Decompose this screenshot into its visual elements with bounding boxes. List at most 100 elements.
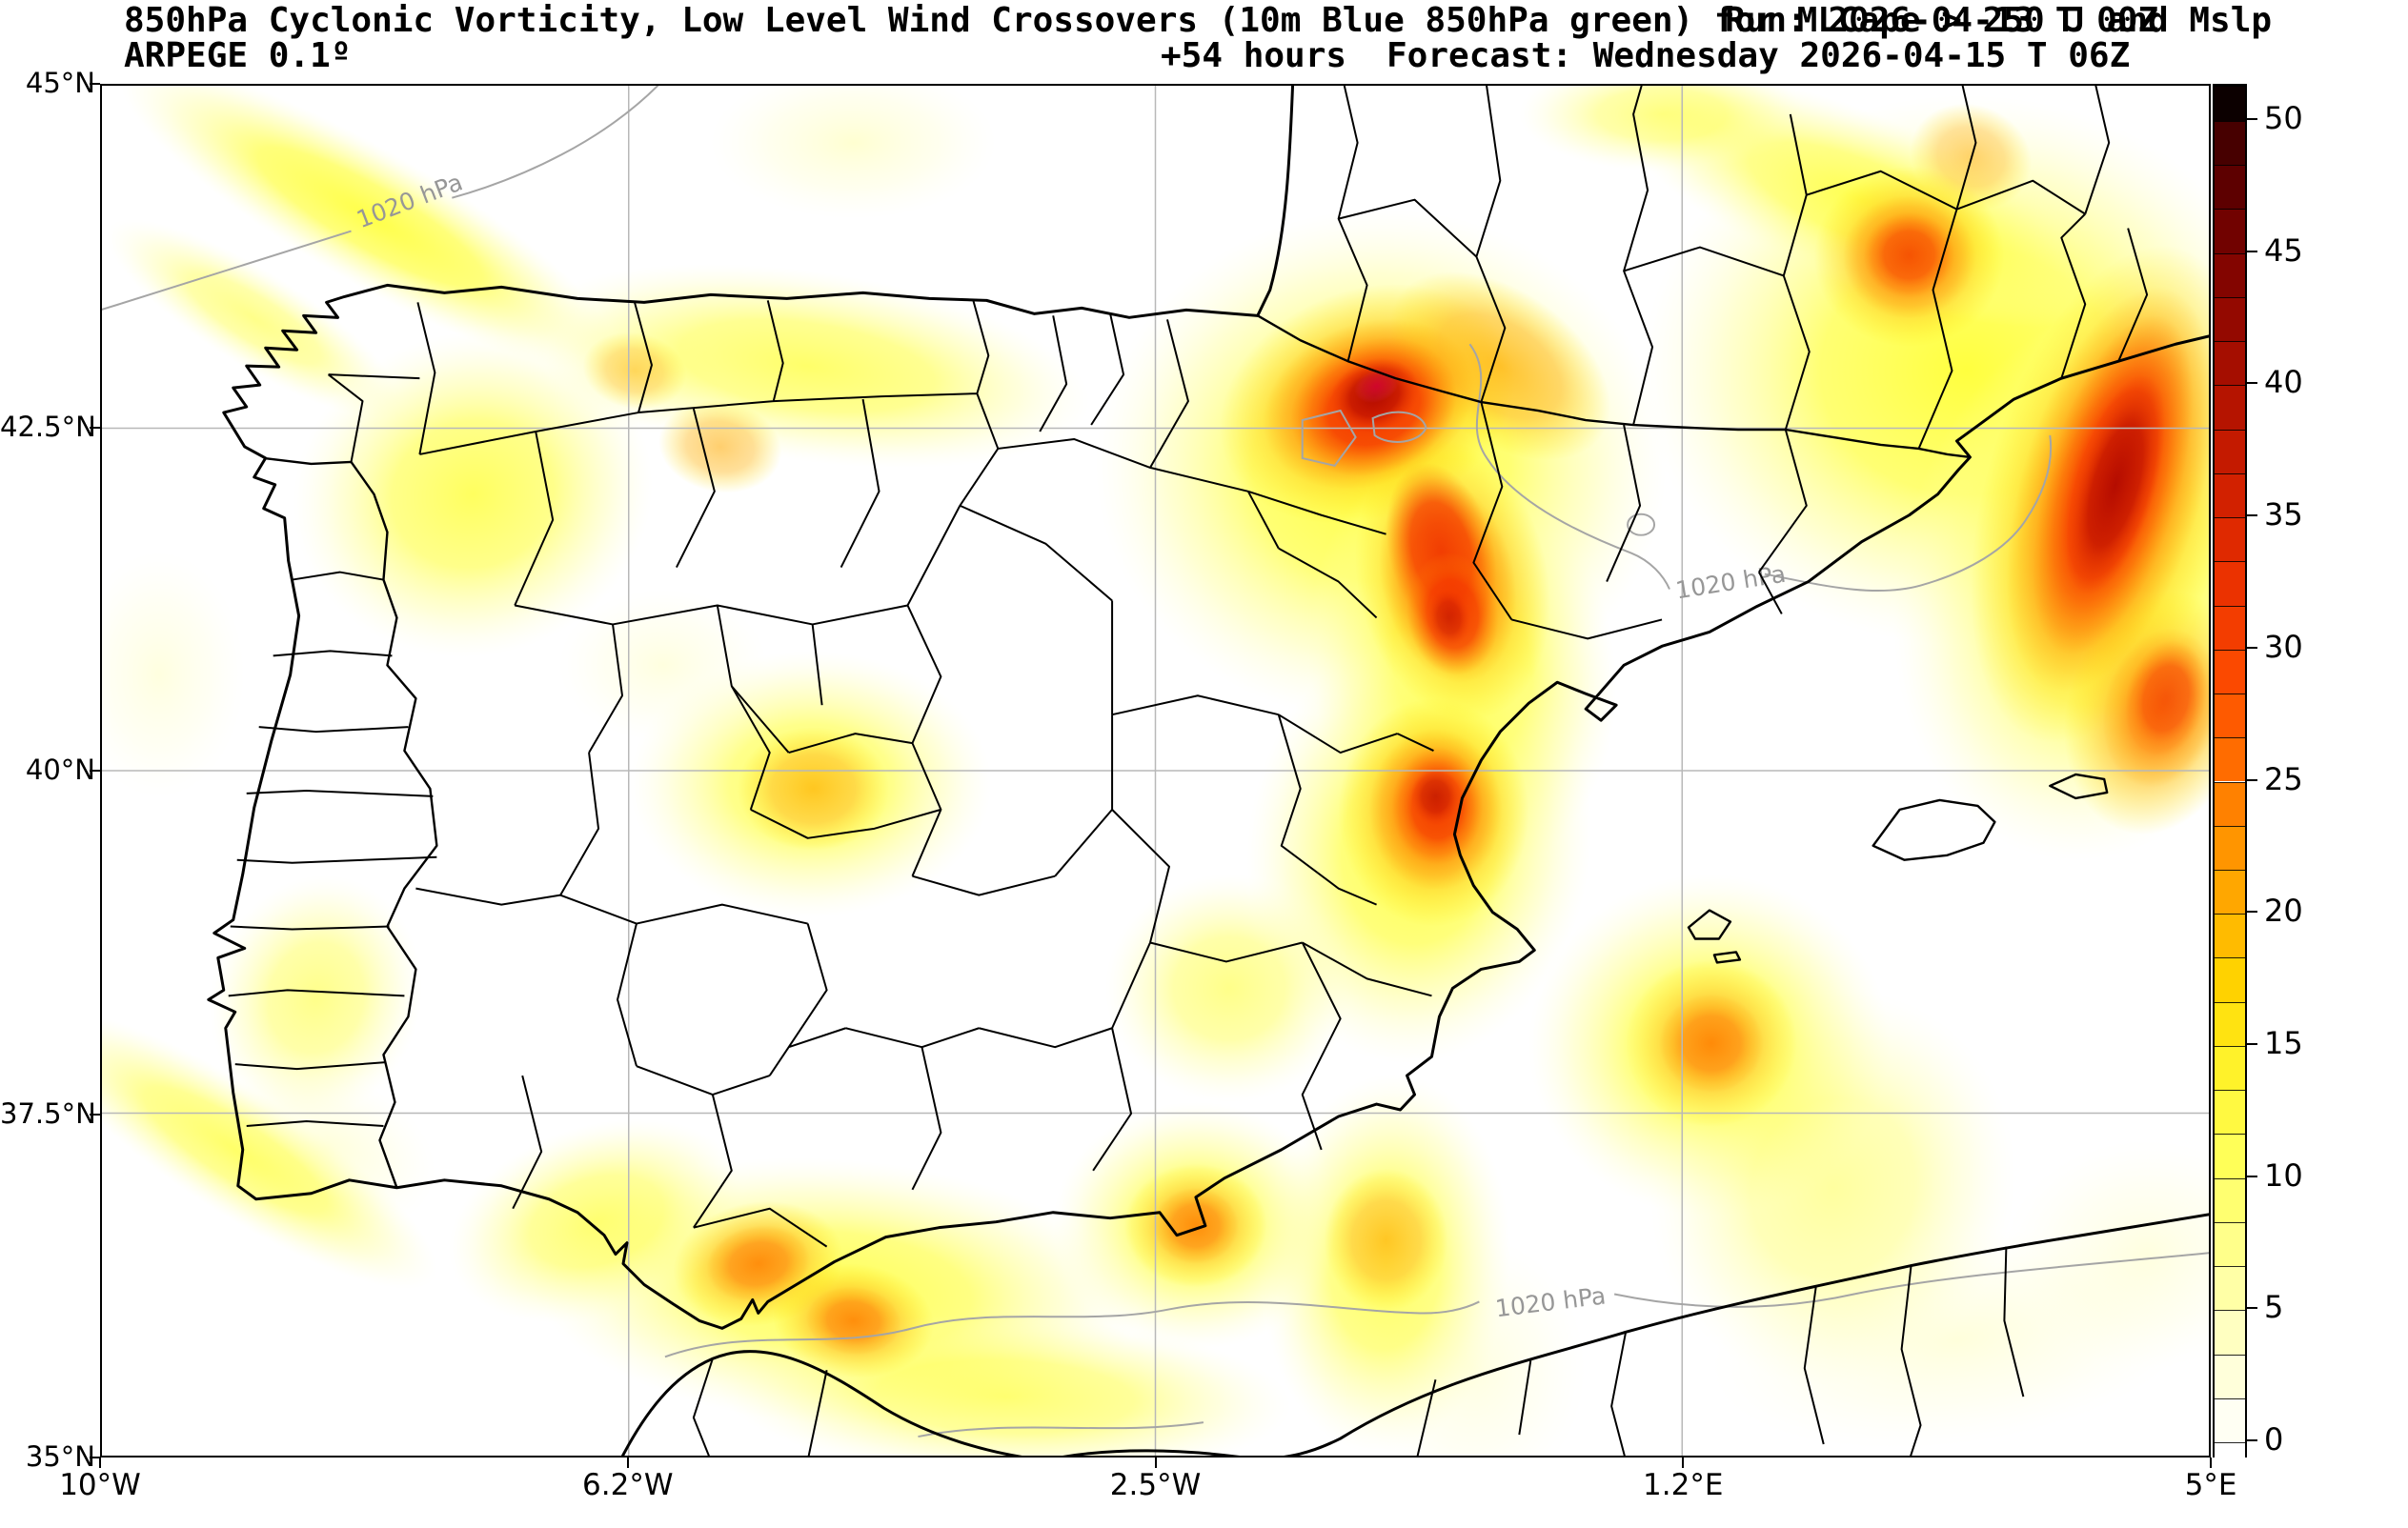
colorbar-tick-label: 30 — [2264, 628, 2303, 665]
colorbar-under-segment — [2215, 1442, 2245, 1459]
colorbar-tick-mark — [2247, 911, 2257, 914]
lat-tick-mark — [90, 426, 100, 429]
colorbar-segment — [2215, 957, 2245, 1002]
colorbar-segment — [2215, 296, 2245, 342]
mslp-contour — [102, 230, 352, 311]
colorbar-tick-mark — [2247, 1042, 2257, 1045]
balearic-islands — [1687, 773, 2109, 964]
vorticity-blob — [1659, 994, 1764, 1094]
colorbar-segment — [2215, 737, 2245, 782]
colorbar-tick-label: 40 — [2264, 364, 2303, 401]
run-label: Run: 2026-04-13 T 00Z — [1725, 1, 2159, 40]
colorbar-segment — [2215, 341, 2245, 386]
colorbar-tick-mark — [2247, 514, 2257, 517]
colorbar-segment — [2215, 1266, 2245, 1311]
vorticity-blob — [2124, 640, 2208, 757]
colorbar-segment — [2215, 517, 2245, 562]
vorticity-blob — [1354, 369, 1399, 404]
africa-regions — [692, 1246, 2025, 1456]
vorticity-blob — [737, 727, 890, 851]
lon-tick-label: 2.5°W — [1109, 1468, 1202, 1502]
lon-tick-label: 5°E — [2184, 1468, 2237, 1502]
spain-north-provinces — [327, 300, 1280, 550]
vorticity-blob — [1410, 768, 1461, 825]
colorbar-tick-label: 45 — [2264, 231, 2303, 269]
lon-tick-label: 1.2°E — [1643, 1468, 1724, 1502]
colorbar-segment — [2215, 252, 2245, 297]
mslp-contour — [1627, 513, 1656, 536]
mslp-contour — [664, 1300, 1480, 1358]
mslp-contour — [1371, 411, 1427, 443]
colorbar-segment — [2215, 1354, 2245, 1398]
colorbar-segment — [2215, 914, 2245, 958]
south-spain-provinces — [415, 887, 1342, 1248]
mslp-contour-label: 1020 hPa — [1673, 560, 1788, 605]
colorbar-segment — [2215, 605, 2245, 650]
lat-tick-label: 45°N — [25, 67, 95, 99]
colorbar-tick-label: 0 — [2264, 1421, 2284, 1458]
colorbar-segment — [2215, 1177, 2245, 1222]
lat-tick-label: 37.5°N — [0, 1096, 96, 1130]
france-departments — [1337, 86, 2149, 450]
vorticity-blob — [1519, 86, 1805, 171]
colorbar-segment — [2215, 385, 2245, 430]
mslp-contour — [918, 1421, 1204, 1438]
vorticity-blob — [1105, 874, 1353, 1103]
mslp-contour — [1613, 1252, 2209, 1308]
colorbar-segment — [2215, 1397, 2245, 1442]
colorbar-segment — [2215, 472, 2245, 518]
colorbar-segment — [2215, 1221, 2245, 1267]
lon-tick-label: 6.2°W — [582, 1468, 674, 1502]
colorbar-tick-mark — [2247, 778, 2257, 781]
lat-tick-label: 35°N — [25, 1440, 95, 1473]
lon-tick-mark — [626, 1458, 629, 1468]
vorticity-blob — [102, 551, 245, 798]
colorbar-segment — [2215, 429, 2245, 473]
colorbar-segment — [2215, 1090, 2245, 1135]
portugal-spain-border-path — [263, 456, 438, 1189]
graticule-layer — [102, 86, 2209, 1456]
vorticity-blob — [120, 86, 620, 371]
mslp-contour — [452, 86, 659, 199]
portugal-districts — [228, 571, 437, 1127]
vorticity-blob — [582, 332, 687, 410]
colorbar-tick-label: 25 — [2264, 760, 2303, 797]
colorbar-tick-label: 15 — [2264, 1024, 2303, 1061]
vorticity-blob — [102, 1010, 437, 1290]
africa-coastline — [620, 1213, 2209, 1456]
colorbar-segment — [2215, 209, 2245, 253]
vorticity-blob — [1427, 589, 1470, 647]
colorbar-segment — [2215, 781, 2245, 826]
colorbar-tick-label: 5 — [2264, 1289, 2284, 1326]
lon-tick-label: 10°W — [59, 1468, 141, 1502]
colorbar-tick-mark — [2247, 1439, 2257, 1441]
lat-tick-mark — [90, 83, 100, 85]
colorbar-tick-mark — [2247, 250, 2257, 252]
lead-time-label: +54 hours — [1161, 36, 1347, 75]
colorbar-segment — [2215, 869, 2245, 915]
vorticity-blob — [523, 264, 1090, 469]
vorticity-blob — [658, 400, 782, 493]
colorbar-segment — [2215, 1310, 2245, 1355]
aragon-catalonia-provinces — [1247, 401, 1808, 640]
boundary-layer — [207, 86, 2209, 1456]
colorbar-tick-mark — [2247, 118, 2257, 120]
model-label: ARPEGE 0.1º — [124, 36, 352, 75]
lon-tick-mark — [1682, 1458, 1685, 1468]
vorticity-blob — [449, 1118, 745, 1323]
vorticity-blob — [2004, 1139, 2209, 1369]
lat-tick-mark — [90, 1113, 100, 1116]
lon-tick-mark — [2210, 1458, 2212, 1468]
vorticity-blob — [107, 219, 402, 418]
vorticity-blob — [805, 1286, 901, 1356]
coastline-path — [207, 86, 2209, 1330]
vorticity-blob — [1153, 1187, 1239, 1264]
mslp-contour — [1764, 434, 2053, 592]
colorbar-segment — [2215, 694, 2245, 738]
colorbar-tick-mark — [2247, 382, 2257, 385]
colorbar-tick-label: 20 — [2264, 893, 2303, 930]
colorbar-segment — [2215, 649, 2245, 694]
colorbar-tick-label: 50 — [2264, 100, 2303, 136]
